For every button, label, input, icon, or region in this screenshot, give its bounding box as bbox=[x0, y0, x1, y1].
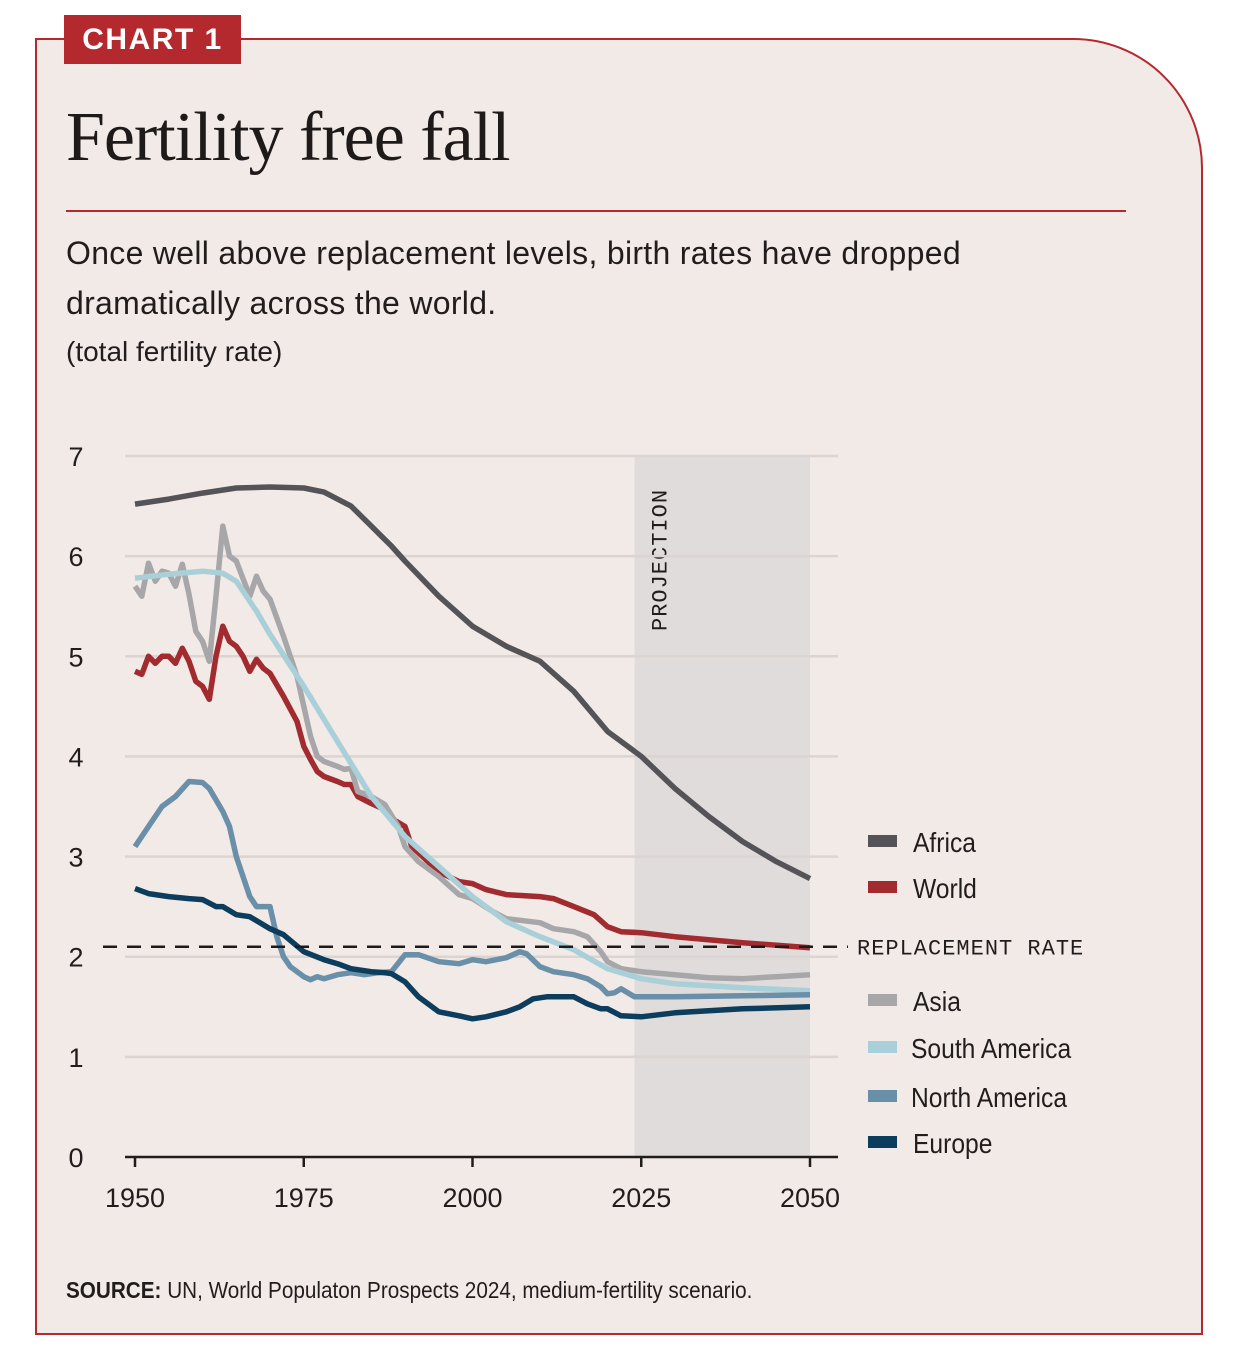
x-tick-label: 2025 bbox=[611, 1183, 671, 1213]
chart-title: Fertility free fall bbox=[66, 99, 511, 176]
x-tick-label: 1950 bbox=[105, 1183, 165, 1213]
series-line-africa bbox=[134, 484, 812, 882]
replacement-rate-label: REPLACEMENT RATE bbox=[857, 937, 1084, 962]
legend-label: North America bbox=[911, 1082, 1067, 1114]
series-line-asia bbox=[132, 523, 811, 982]
source-note: SOURCE: UN, World Populaton Prospects 20… bbox=[66, 1277, 752, 1304]
y-tick-label: 1 bbox=[68, 1043, 83, 1073]
legend-swatch bbox=[868, 1090, 897, 1102]
y-tick-label: 2 bbox=[68, 943, 83, 973]
series-line-south-america bbox=[134, 568, 811, 994]
projection-band bbox=[634, 456, 810, 1157]
y-tick-label: 6 bbox=[68, 542, 83, 572]
series-line-europe bbox=[134, 886, 811, 1022]
legend-swatch bbox=[868, 1136, 897, 1148]
source-text: UN, World Populaton Prospects 2024, medi… bbox=[161, 1277, 753, 1303]
chart-subtitle: Once well above replacement levels, birt… bbox=[66, 235, 961, 321]
y-tick-label: 5 bbox=[68, 642, 83, 672]
legend-label: Asia bbox=[913, 986, 961, 1018]
legend-swatch bbox=[868, 1041, 897, 1053]
unit-label: (total fertility rate) bbox=[66, 336, 283, 367]
x-tick-label: 2050 bbox=[780, 1183, 840, 1213]
legend-swatch bbox=[868, 994, 897, 1006]
legend-label: Europe bbox=[913, 1128, 992, 1160]
legend-label: Africa bbox=[913, 827, 976, 859]
x-tick-label: 1975 bbox=[274, 1183, 334, 1213]
series-line-world bbox=[133, 623, 811, 951]
chart-card bbox=[35, 38, 1203, 1335]
title-divider bbox=[66, 210, 1126, 212]
legend-swatch bbox=[868, 835, 897, 847]
source-label: SOURCE: bbox=[66, 1277, 162, 1303]
legend-swatch bbox=[868, 881, 897, 893]
x-tick-label: 2000 bbox=[442, 1183, 502, 1213]
y-tick-label: 4 bbox=[68, 742, 83, 772]
projection-label: PROJECTION bbox=[649, 489, 674, 631]
y-tick-label: 0 bbox=[68, 1143, 83, 1173]
y-tick-label: 7 bbox=[68, 442, 83, 472]
chart-badge: CHART 1 bbox=[64, 15, 241, 64]
legend-label: South America bbox=[911, 1033, 1071, 1065]
y-tick-label: 3 bbox=[68, 843, 83, 873]
legend-label: World bbox=[913, 873, 977, 905]
